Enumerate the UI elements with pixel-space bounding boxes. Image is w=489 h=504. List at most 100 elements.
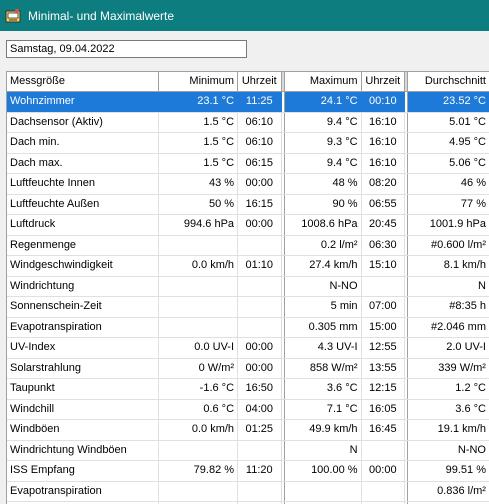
column-separator — [281, 256, 285, 276]
table-row[interactable]: Windchill 0.6 °C 04:00 7.1 °C 16:05 3.6 °C — [7, 399, 489, 420]
table-cell — [159, 440, 239, 460]
table-cell: 13:55 — [362, 358, 406, 378]
table-cell: 3.6 °C — [408, 399, 489, 419]
table-row[interactable]: Wohnzimmer 23.1 °C 11:25 24.1 °C 00:10 23.52 … — [7, 92, 489, 113]
column-header[interactable]: Uhrzeit — [362, 72, 406, 91]
values-table[interactable]: Messgröße Minimum Uhrzeit Maximum Uhrzei… — [6, 71, 489, 504]
column-separator — [405, 317, 409, 337]
app-icon[interactable] — [4, 7, 22, 25]
table-row[interactable]: Dach max. 1.5 °C 06:15 9.4 °C 16:10 5.06 °C — [7, 153, 489, 174]
column-separator — [405, 215, 409, 235]
table-cell: Luftfeuchte Außen — [7, 194, 160, 214]
table-cell: 79.82 % — [159, 461, 239, 481]
table-cell: 15:00 — [362, 317, 406, 337]
title-bar: Minimal- und Maximalwerte — [0, 0, 489, 31]
column-header[interactable]: Uhrzeit — [238, 72, 282, 91]
column-header[interactable]: Minimum — [159, 72, 239, 91]
table-cell: 06:10 — [238, 112, 282, 132]
table-row[interactable]: Windrichtung N-NO N — [7, 276, 489, 297]
column-header[interactable]: Maximum — [285, 72, 362, 91]
table-cell: 5 min — [285, 297, 362, 317]
table-row[interactable]: ISS Empfang 79.82 % 11:20 100.00 % 00:00 99.5… — [7, 461, 489, 482]
table-cell: 9.4 °C — [285, 112, 362, 132]
table-row[interactable]: Luftfeuchte Außen 50 % 16:15 90 % 06:55 77 % — [7, 194, 489, 215]
table-row[interactable]: Taupunkt -1.6 °C 16:50 3.6 °C 12:15 1.2 °C — [7, 379, 489, 400]
column-header[interactable]: Messgröße — [7, 72, 160, 91]
table-cell: 23.1 °C — [159, 92, 239, 112]
column-separator — [405, 194, 409, 214]
table-body: Wohnzimmer 23.1 °C 11:25 24.1 °C 00:10 23.52 … — [7, 92, 489, 504]
table-cell: 15:10 — [362, 256, 406, 276]
table-cell: 8.1 km/h — [408, 256, 489, 276]
table-cell: 0.6 °C — [159, 399, 239, 419]
column-separator — [405, 133, 409, 153]
table-cell: Evapotranspiration — [7, 317, 160, 337]
table-cell: 2.0 UV-I — [408, 338, 489, 358]
table-cell: Windrichtung Windböen — [7, 440, 160, 460]
table-row[interactable]: Windgeschwindigkeit 0.0 km/h 01:10 27.4 km/… — [7, 256, 489, 277]
table-cell: -1.6 °C — [159, 379, 239, 399]
table-cell: Regenmenge — [7, 235, 160, 255]
table-row[interactable]: Luftdruck 994.6 hPa 00:00 1008.6 hPa 20:45 10… — [7, 215, 489, 236]
table-cell: 1001.9 hPa — [408, 215, 489, 235]
table-cell: 06:15 — [238, 153, 282, 173]
table-row[interactable]: Evapotranspiration 0.305 mm 15:00 #2.046 mm — [7, 317, 489, 338]
table-cell — [362, 481, 406, 501]
table-cell: 00:00 — [362, 461, 406, 481]
table-cell: Windrichtung — [7, 276, 160, 296]
window-title: Minimal- und Maximalwerte — [28, 8, 175, 23]
table-cell: 99.51 % — [408, 461, 489, 481]
column-separator — [405, 420, 409, 440]
table-row[interactable]: Solarstrahlung 0 W/m² 00:00 858 W/m² 13:55 33… — [7, 358, 489, 379]
table-cell: 0.0 km/h — [159, 420, 239, 440]
table-cell: Solarstrahlung — [7, 358, 160, 378]
table-cell: 1.5 °C — [159, 153, 239, 173]
table-cell: 06:10 — [238, 133, 282, 153]
table-cell: 4.3 UV-I — [285, 338, 362, 358]
column-separator — [281, 420, 285, 440]
table-cell: 12:15 — [362, 379, 406, 399]
table-row[interactable]: Evapotranspiration 0.836 l/m² — [7, 481, 489, 502]
table-cell: Luftfeuchte Innen — [7, 174, 160, 194]
table-cell: 0 W/m² — [159, 358, 239, 378]
column-separator — [281, 133, 285, 153]
table-cell — [159, 235, 239, 255]
table-cell: 00:00 — [238, 338, 282, 358]
table-cell: 01:25 — [238, 420, 282, 440]
table-cell: Wohnzimmer — [7, 92, 160, 112]
table-row[interactable]: Sonnenschein-Zeit 5 min 07:00 #8:35 h — [7, 297, 489, 318]
table-cell: #2.046 mm — [408, 317, 489, 337]
table-cell: Luftdruck — [7, 215, 160, 235]
table-cell: 16:45 — [362, 420, 406, 440]
table-cell — [159, 297, 239, 317]
table-row[interactable]: Dachsensor (Aktiv) 1.5 °C 06:10 9.4 °C 16:10… — [7, 112, 489, 133]
table-cell: 1.5 °C — [159, 133, 239, 153]
table-cell — [362, 276, 406, 296]
column-separator — [281, 461, 285, 481]
table-cell: 23.52 °C — [408, 92, 489, 112]
table-row[interactable]: Windböen 0.0 km/h 01:25 49.9 km/h 16:45 19.1 … — [7, 420, 489, 441]
column-separator — [281, 379, 285, 399]
table-row[interactable]: Luftfeuchte Innen 43 % 00:00 48 % 08:20 46 % — [7, 174, 489, 195]
table-cell: 49.9 km/h — [285, 420, 362, 440]
table-row[interactable]: UV-Index 0.0 UV-I 00:00 4.3 UV-I 12:55 2.0 UV… — [7, 338, 489, 359]
table-cell: 0.0 UV-I — [159, 338, 239, 358]
table-cell: 00:00 — [238, 358, 282, 378]
table-cell: 04:00 — [238, 399, 282, 419]
table-cell — [159, 317, 239, 337]
table-cell: N-NO — [408, 440, 489, 460]
table-cell: Taupunkt — [7, 379, 160, 399]
table-cell: 3.6 °C — [285, 379, 362, 399]
table-cell: 00:10 — [361, 92, 406, 112]
table-cell: 100.00 % — [285, 461, 362, 481]
table-row[interactable]: Dach min. 1.5 °C 06:10 9.3 °C 16:10 4.95 °C — [7, 133, 489, 154]
table-header: Messgröße Minimum Uhrzeit Maximum Uhrzei… — [7, 72, 489, 92]
table-row[interactable]: Windrichtung Windböen N N-NO — [7, 440, 489, 461]
column-header[interactable]: Durchschnitt — [408, 72, 489, 91]
table-cell: 9.4 °C — [285, 153, 362, 173]
table-cell: 16:05 — [362, 399, 406, 419]
column-separator — [281, 174, 285, 194]
date-field[interactable]: Samstag, 09.04.2022 — [6, 40, 247, 58]
table-row[interactable]: Regenmenge 0.2 l/m² 06:30 #0.600 l/m² — [7, 235, 489, 256]
column-separator — [405, 153, 409, 173]
